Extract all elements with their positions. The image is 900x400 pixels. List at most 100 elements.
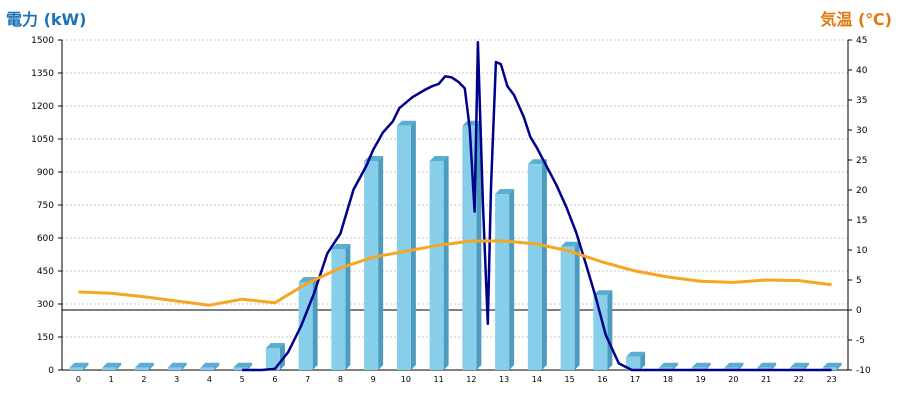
bar-side: [247, 362, 253, 370]
y-left-tick-label: 150: [37, 333, 54, 343]
bar-side: [443, 156, 449, 370]
bar-top: [724, 362, 744, 368]
bar-top: [822, 362, 842, 368]
bar-top: [167, 362, 187, 368]
y-left-tick-label: 750: [37, 201, 54, 211]
y-right-tick-label: 10: [856, 246, 868, 256]
bar-top: [429, 156, 449, 161]
x-tick-label: 4: [207, 375, 212, 384]
y-right-tick-label: 15: [856, 216, 867, 226]
bar-top: [200, 362, 220, 368]
bar: [560, 246, 575, 370]
x-tick-label: 20: [728, 375, 738, 384]
x-tick-label: 17: [630, 375, 640, 384]
y-left-tick-label: 1350: [31, 69, 54, 79]
bar: [626, 356, 641, 370]
y-right-tick-label: -5: [856, 336, 865, 346]
y-left-tick-label: 0: [48, 366, 54, 376]
y-left-tick-label: 300: [37, 300, 54, 310]
temperature-line: [78, 239, 832, 307]
bar-side: [640, 351, 646, 370]
bar: [167, 367, 182, 370]
bar: [102, 367, 117, 370]
x-tick-label: 19: [696, 375, 706, 384]
y-right-tick-label: 45: [856, 36, 867, 46]
x-tick-label: 12: [466, 375, 476, 384]
y-right-tick-label: 0: [856, 306, 862, 316]
x-tick-label: 1: [109, 375, 114, 384]
x-tick-label: 13: [499, 375, 509, 384]
bar: [495, 194, 510, 370]
bar-side: [541, 159, 547, 370]
bar: [527, 164, 542, 370]
bar-side: [803, 362, 809, 370]
bar-side: [410, 120, 416, 370]
x-tick-label: 8: [338, 375, 343, 384]
bar: [134, 367, 149, 370]
bar-side: [836, 362, 842, 370]
x-tick-label: 5: [240, 375, 245, 384]
power-axis-title: 電力 (kW): [6, 10, 87, 29]
bar: [593, 295, 608, 370]
bar-top: [691, 362, 711, 368]
y-left-tick-label: 1500: [31, 36, 54, 46]
bar-side: [574, 241, 580, 370]
y-right-tick-label: 30: [856, 126, 868, 136]
bar: [364, 161, 379, 370]
bar-top: [560, 241, 580, 247]
x-tick-label: 14: [532, 375, 542, 384]
y-left-tick-label: 1050: [31, 135, 54, 145]
bar: [429, 161, 444, 370]
bar: [396, 125, 411, 370]
bar: [331, 249, 346, 370]
bar-top: [527, 159, 547, 165]
bar-top: [134, 362, 154, 368]
x-tick-label: 6: [272, 375, 277, 384]
bar-side: [148, 362, 154, 370]
x-tick-label: 23: [827, 375, 837, 384]
bar-top: [626, 351, 646, 357]
bar-side: [345, 244, 351, 370]
bar-side: [312, 277, 318, 370]
bar: [462, 125, 477, 370]
bar-side: [116, 362, 122, 370]
x-tick-label: 21: [761, 375, 771, 384]
bar: [233, 367, 248, 370]
bar-top: [593, 290, 613, 296]
bar: [69, 367, 84, 370]
bar-side: [771, 362, 777, 370]
y-left-tick-label: 1200: [31, 102, 54, 112]
x-tick-label: 7: [305, 375, 310, 384]
x-tick-label: 22: [794, 375, 804, 384]
bar-side: [705, 362, 711, 370]
x-tick-label: 15: [565, 375, 575, 384]
bar-side: [378, 156, 384, 370]
bar-top: [69, 362, 89, 368]
x-tick-label: 2: [141, 375, 146, 384]
bar-side: [672, 362, 678, 370]
y-right-tick-label: -10: [856, 366, 871, 376]
temperature-axis-title: 気温 (℃): [820, 10, 892, 29]
bar-top: [331, 244, 351, 249]
y-left-tick-label: 450: [37, 267, 54, 277]
power-line: [242, 40, 832, 372]
y-left-tick-label: 600: [37, 234, 54, 244]
x-tick-label: 10: [401, 375, 411, 384]
y-right-tick-label: 20: [856, 186, 868, 196]
bar-top: [789, 362, 809, 368]
y-left-tick-label: 900: [37, 168, 54, 178]
bar: [200, 367, 215, 370]
bar-side: [181, 362, 187, 370]
x-tick-label: 18: [663, 375, 673, 384]
y-right-tick-label: 25: [856, 156, 867, 166]
y-right-tick-label: 35: [856, 96, 867, 106]
bar-top: [233, 362, 253, 368]
y-right-tick-label: 5: [856, 276, 862, 286]
y-right-tick-label: 40: [856, 66, 868, 76]
x-tick-label: 3: [174, 375, 179, 384]
bar-top: [658, 362, 678, 368]
bar-side: [476, 120, 482, 370]
bar-top: [396, 120, 416, 126]
